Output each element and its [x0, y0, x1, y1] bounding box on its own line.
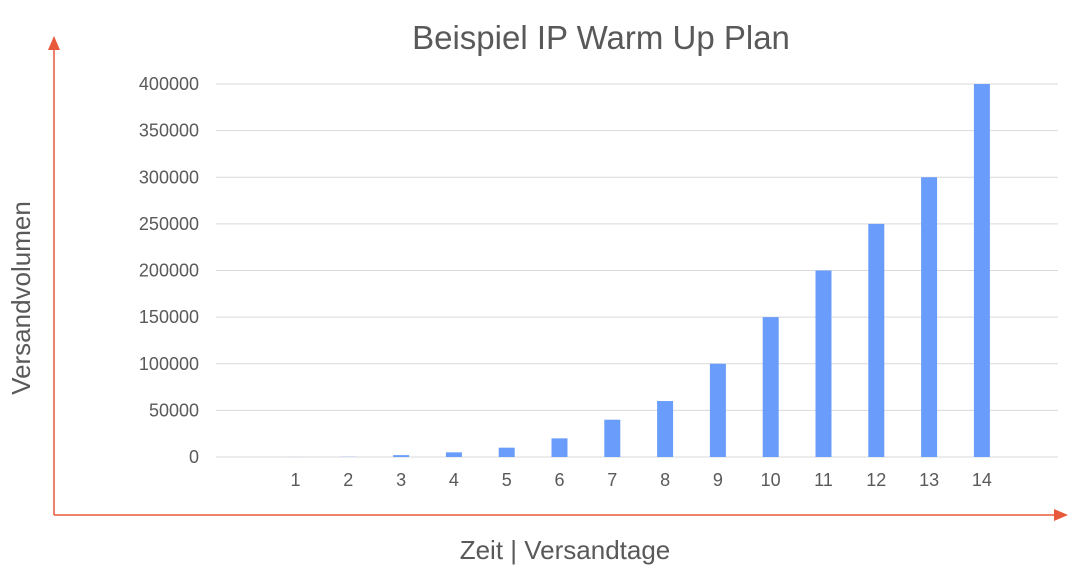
x-arrowhead — [1054, 509, 1068, 521]
gridlines — [216, 83, 1058, 458]
x-tick-label: 13 — [919, 470, 939, 490]
y-tick-labels: 0 50000 100000 150000 200000 250000 300000 3500… — [139, 74, 199, 467]
bar — [393, 455, 410, 457]
bar — [868, 223, 885, 457]
y-tick-label: 350000 — [139, 121, 199, 141]
x-axis-title: Zeit | Versandtage — [460, 535, 671, 565]
x-tick-label: 3 — [396, 470, 406, 490]
bar — [445, 452, 462, 457]
x-tick-labels: 1 2 3 4 5 6 7 8 9 10 11 12 13 14 — [290, 470, 991, 490]
x-tick-label: 4 — [449, 470, 459, 490]
y-tick-label: 100000 — [139, 354, 199, 374]
y-tick-label: 300000 — [139, 167, 199, 187]
x-tick-label: 11 — [814, 470, 833, 490]
bar — [921, 177, 938, 457]
y-tick-label: 50000 — [149, 400, 199, 420]
x-tick-label: 7 — [607, 470, 617, 490]
y-tick-label: 150000 — [139, 307, 199, 327]
bar — [973, 84, 990, 457]
x-tick-label: 5 — [502, 470, 512, 490]
x-tick-label: 6 — [554, 470, 564, 490]
bars — [287, 84, 990, 457]
bar — [551, 438, 568, 457]
x-tick-label: 10 — [761, 470, 781, 490]
y-tick-label: 250000 — [139, 214, 199, 234]
y-axis-title: Versandvolumen — [6, 201, 36, 395]
x-tick-label: 8 — [660, 470, 670, 490]
x-tick-label: 2 — [343, 470, 353, 490]
chart-title: Beispiel IP Warm Up Plan — [412, 19, 790, 56]
bar — [762, 317, 779, 457]
bar — [709, 363, 726, 457]
y-tick-label: 0 — [189, 447, 199, 467]
bar — [815, 270, 832, 457]
x-tick-label: 12 — [866, 470, 886, 490]
bar — [604, 419, 621, 457]
bar — [657, 401, 674, 457]
y-tick-label: 200000 — [139, 261, 199, 281]
x-tick-label: 1 — [290, 470, 300, 490]
x-tick-label: 14 — [972, 470, 992, 490]
bar — [498, 447, 515, 457]
y-arrowhead — [48, 36, 60, 50]
y-tick-label: 400000 — [139, 74, 199, 94]
x-tick-label: 9 — [713, 470, 723, 490]
